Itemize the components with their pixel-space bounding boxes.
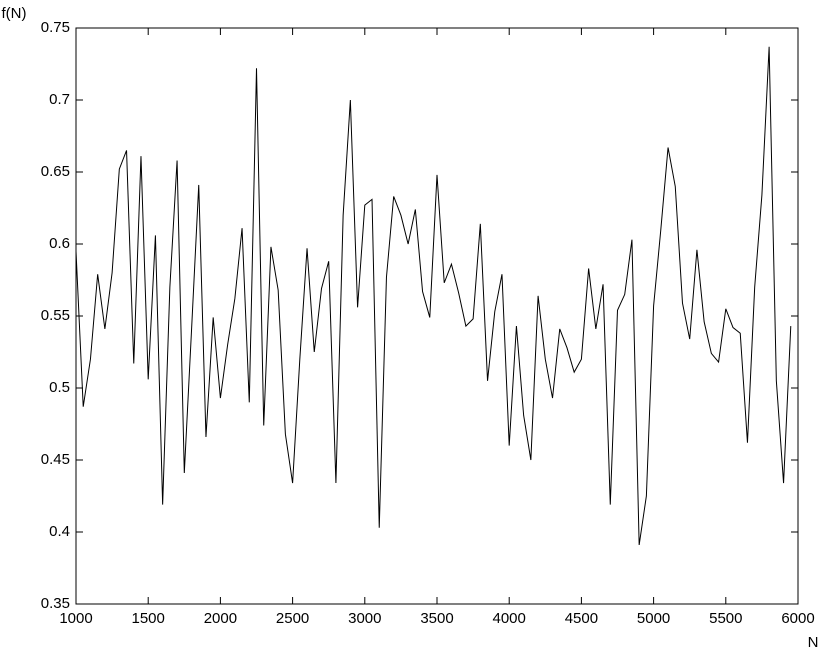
x-tick-label: 2500	[276, 610, 309, 627]
x-tick-label: 1000	[59, 610, 92, 627]
y-tick-label: 0.35	[41, 595, 70, 612]
x-tick-label: 3000	[348, 610, 381, 627]
y-tick-label: 0.75	[41, 19, 70, 36]
y-axis-label: f(N)	[2, 5, 27, 22]
plot-frame	[75, 27, 799, 605]
x-tick-label: 5000	[637, 610, 670, 627]
x-tick-label: 2000	[204, 610, 237, 627]
y-tick-label: 0.45	[41, 451, 70, 468]
y-tick-label: 0.5	[49, 379, 70, 396]
y-tick-label: 0.7	[49, 91, 70, 108]
x-tick-label: 6000	[781, 610, 814, 627]
x-tick-label: 1500	[132, 610, 165, 627]
y-tick-label: 0.6	[49, 235, 70, 252]
x-tick-label: 3500	[420, 610, 453, 627]
y-tick-label: 0.4	[49, 523, 70, 540]
y-tick-label: 0.55	[41, 307, 70, 324]
x-axis-label: N	[808, 634, 819, 651]
y-tick-label: 0.65	[41, 163, 70, 180]
x-tick-label: 4000	[493, 610, 526, 627]
x-tick-label: 5500	[709, 610, 742, 627]
data-line	[75, 46, 792, 546]
x-tick-label: 4500	[565, 610, 598, 627]
